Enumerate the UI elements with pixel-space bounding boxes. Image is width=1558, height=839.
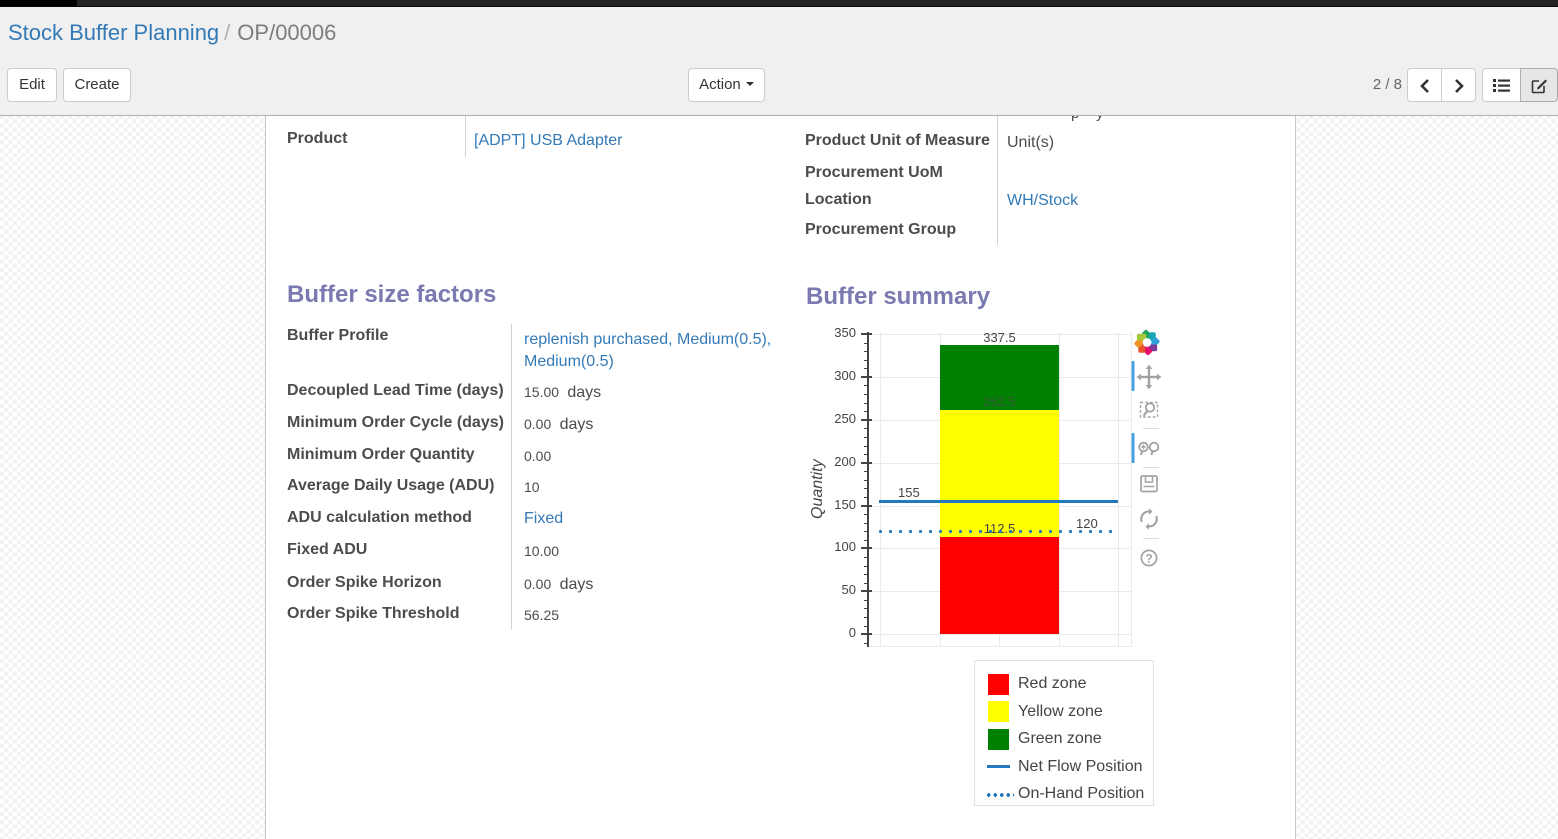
svg-text:?: ? [1145, 552, 1152, 566]
